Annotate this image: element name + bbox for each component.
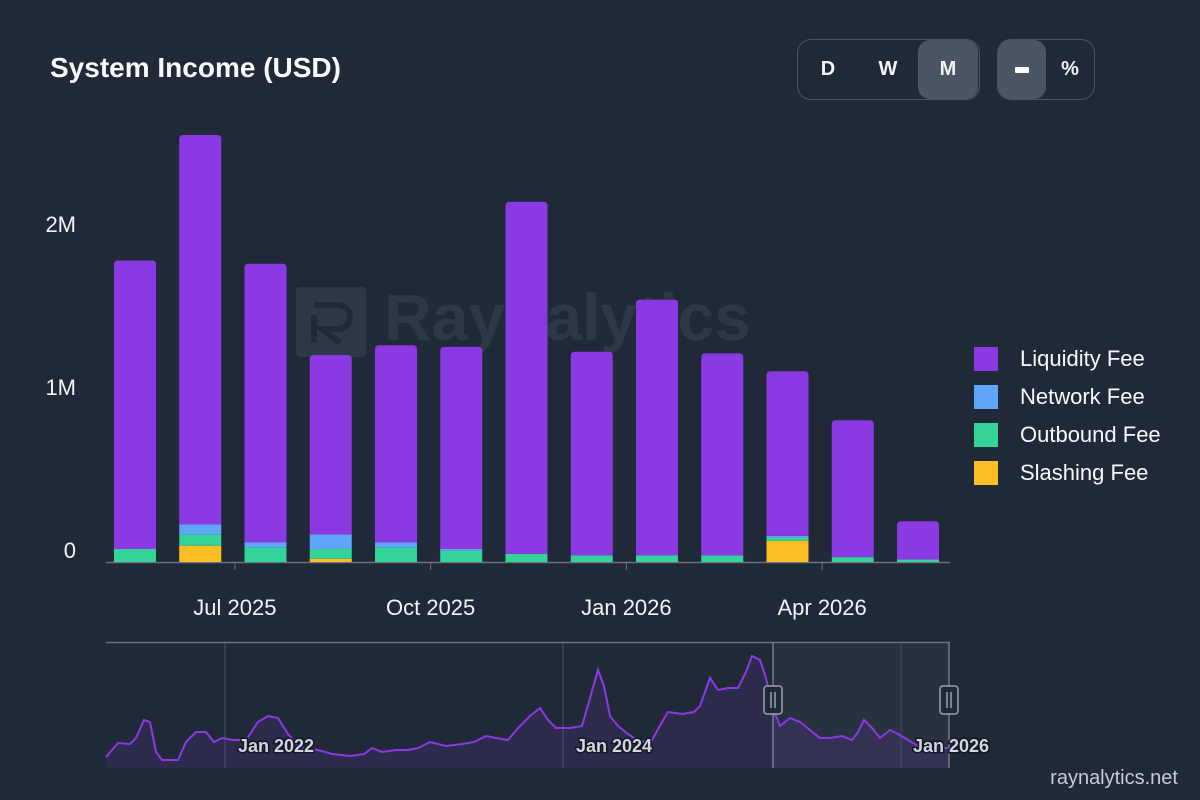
chart-legend: Liquidity Fee Network Fee Outbound Fee S… [974,340,1161,492]
bar-segment-liquidity-fee[interactable] [636,299,678,556]
bar-segment-outbound-fee[interactable] [179,534,222,546]
bar-segment-liquidity-fee[interactable] [505,201,548,554]
mode-toggle-group: % [997,39,1095,100]
bar-segment-outbound-fee[interactable] [505,553,548,562]
navigator-line [105,654,948,761]
navigator-selection[interactable] [773,643,949,768]
bar-stack[interactable] [701,353,744,562]
bar-segment-liquidity-fee[interactable] [440,346,483,549]
legend-item-slashing-fee[interactable]: Slashing Fee [974,454,1161,492]
navigator-left-handle[interactable] [763,685,783,715]
range-week-button[interactable]: W [878,58,898,80]
legend-label: Network Fee [1020,384,1145,409]
legend-swatch [974,385,998,409]
bar-segment-liquidity-fee[interactable] [897,521,939,560]
bar-segment-outbound-fee[interactable] [440,550,483,562]
bar-segment-network-fee[interactable] [440,548,483,551]
navigator-x-axis: Jan 2022 Jan 2024 Jan 2026 [236,735,990,758]
bar-stack[interactable] [375,345,417,562]
percent-mode-button[interactable]: % [1061,58,1079,80]
bar-stack[interactable] [244,263,287,562]
legend-item-outbound-fee[interactable]: Outbound Fee [974,416,1161,454]
bar-segment-slashing-fee[interactable] [766,540,809,562]
y-tick-label: 0 [64,538,76,563]
navigator-right-handle[interactable] [939,685,959,715]
navigator-tick-label: Jan 2024 [576,736,652,756]
range-month-button[interactable]: M [918,40,978,99]
bar-segment-outbound-fee[interactable] [309,548,352,559]
bar-stack[interactable] [766,371,809,562]
chart-title: System Income (USD) [50,52,341,83]
absolute-mode-button[interactable] [998,40,1046,99]
bar-segment-slashing-fee[interactable] [179,545,222,562]
bar-stack[interactable] [114,260,156,562]
bar-segment-liquidity-fee[interactable] [179,134,222,525]
watermark-r-icon [311,302,353,346]
raynalytics-watermark: Raynalytics [296,280,751,357]
bar-segment-liquidity-fee[interactable] [766,371,809,536]
bar-segment-outbound-fee[interactable] [375,547,417,562]
legend-swatch [974,423,998,447]
bar-stack[interactable] [309,354,352,562]
bar-stack[interactable] [179,134,222,562]
bar-stack[interactable] [505,201,548,562]
bar-segment-liquidity-fee[interactable] [309,354,352,535]
bar-segment-outbound-fee[interactable] [570,555,613,562]
x-tick-label: Jul 2025 [193,595,276,620]
bar-segment-outbound-fee[interactable] [636,555,678,562]
bar-stack[interactable] [440,346,483,562]
range-day-button[interactable]: D [820,58,836,80]
bar-segment-outbound-fee[interactable] [766,537,809,541]
watermark-logo-tile [296,287,366,357]
bar-segment-liquidity-fee[interactable] [244,263,287,543]
navigator-area [106,656,948,768]
range-navigator: Jan 2022 Jan 2024 Jan 2026 [105,641,991,768]
x-axis: Jul 2025 Oct 2025 Jan 2026 Apr 2026 [193,562,867,620]
legend-label: Liquidity Fee [1020,346,1145,371]
bar-segment-network-fee[interactable] [244,542,287,548]
bar-segment-network-fee[interactable] [309,534,352,549]
range-toggle-group: D W M [797,39,980,100]
bar-segment-outbound-fee[interactable] [831,557,874,562]
site-url: raynalytics.net [1050,767,1178,789]
legend-item-liquidity-fee[interactable]: Liquidity Fee [974,340,1161,378]
navigator-tick-label: Jan 2022 [238,736,314,756]
bar-segment-outbound-fee[interactable] [701,555,744,562]
navigator-tick-label: Jan 2026 [913,736,989,756]
bar-segment-outbound-fee[interactable] [897,559,939,562]
x-tick-label: Oct 2025 [386,595,475,620]
bar-segment-liquidity-fee[interactable] [570,351,613,556]
minus-icon [1015,66,1029,73]
legend-swatch [974,347,998,371]
bar-segment-liquidity-fee[interactable] [701,353,744,556]
bar-segment-liquidity-fee[interactable] [114,260,156,549]
bar-segment-outbound-fee[interactable] [114,548,156,562]
legend-item-network-fee[interactable]: Network Fee [974,378,1161,416]
y-tick-label: 1M [45,375,76,400]
legend-label: Outbound Fee [1020,422,1161,447]
bar-segment-network-fee[interactable] [375,542,417,548]
watermark-brand-text: Raynalytics [384,280,751,354]
bar-stack[interactable] [636,299,678,562]
x-tick-label: Apr 2026 [777,595,866,620]
bar-stack[interactable] [570,351,613,562]
bar-segment-network-fee[interactable] [766,535,809,538]
bar-stack[interactable] [897,521,939,562]
legend-swatch [974,461,998,485]
bar-stack[interactable] [831,420,874,562]
y-axis: 0 1M 2M [45,212,76,563]
bar-segment-liquidity-fee[interactable] [375,345,417,543]
bar-layer [114,134,939,562]
x-tick-label: Jan 2026 [581,595,672,620]
bar-segment-slashing-fee[interactable] [309,558,352,562]
bar-segment-network-fee[interactable] [179,524,222,535]
y-tick-label: 2M [45,212,76,237]
bar-segment-outbound-fee[interactable] [244,547,287,562]
legend-label: Slashing Fee [1020,460,1149,485]
bar-segment-liquidity-fee[interactable] [831,420,874,558]
